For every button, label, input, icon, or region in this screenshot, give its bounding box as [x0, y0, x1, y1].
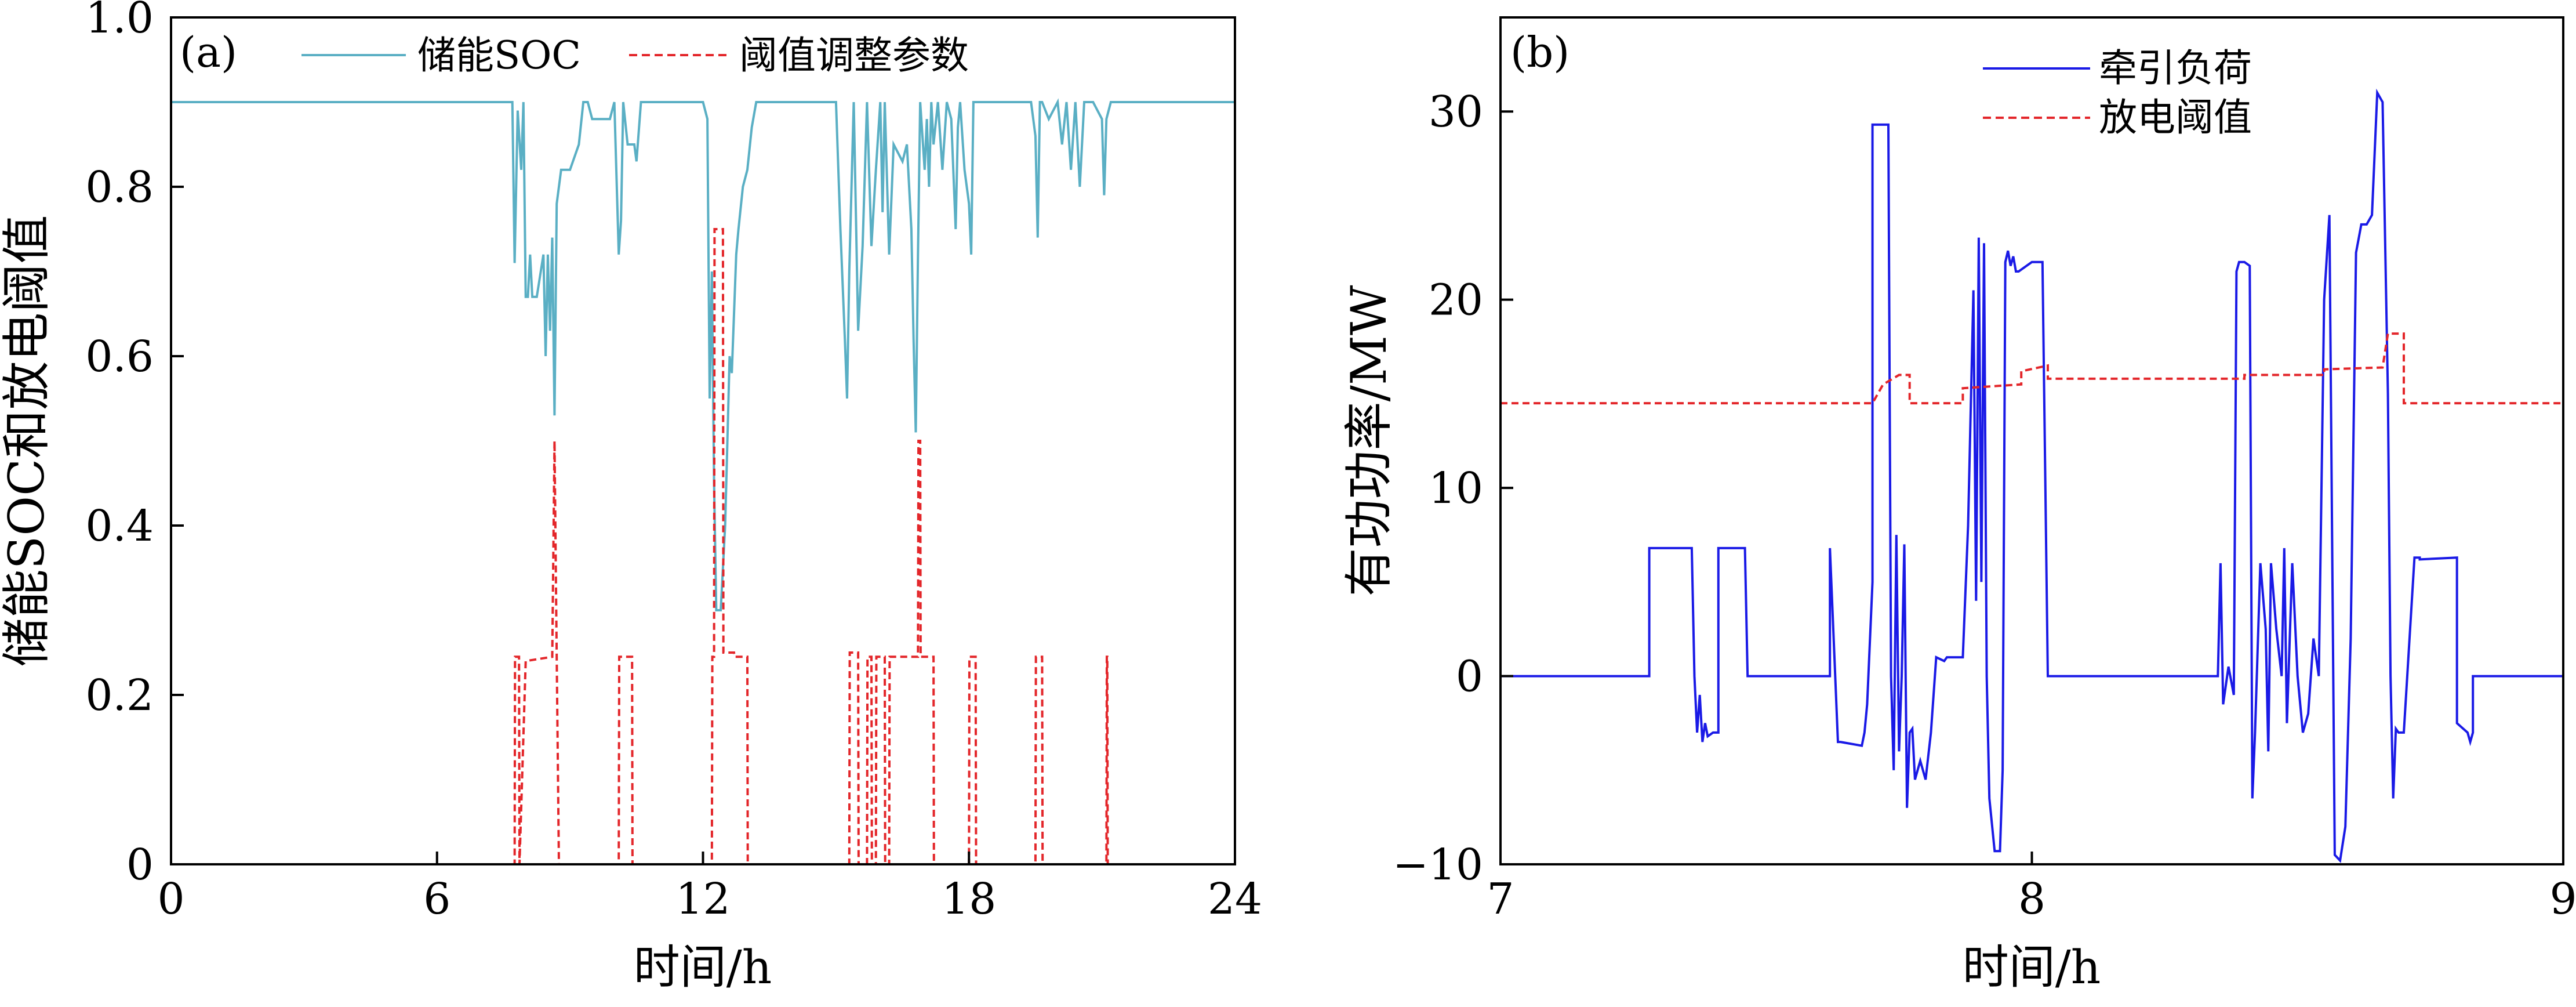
panel-a: 0 6 12 18 24 0 0.2 0.4 0.6 0.8 1.0 (a) 时间/h 储能SOC和…	[0, 0, 1262, 994]
panel-a-label: (a)	[180, 28, 237, 77]
legend-label-threshold-param: 阈值调整参数	[739, 33, 969, 78]
panel-b-frame	[1499, 16, 2564, 865]
panel-a-ylabel: 储能SOC和放电阈值	[0, 215, 55, 667]
b-xtick-label: 8	[2018, 874, 2045, 924]
panel-b-ticks: 7 8 9 −10 0 10 20 30	[1393, 87, 2576, 924]
panel-b-xlabel: 时间/h	[1963, 940, 2101, 994]
b-ytick-label: −10	[1393, 840, 1483, 890]
a-xtick-label: 18	[942, 874, 996, 924]
a-ytick-label: 0.4	[85, 501, 154, 551]
a-ytick-label: 0.2	[85, 671, 154, 720]
b-ytick-label: 10	[1429, 463, 1483, 513]
a-xtick-label: 24	[1208, 874, 1262, 924]
panel-a-lines	[171, 98, 1235, 865]
a-series-threshold-line	[171, 228, 1235, 865]
b-ytick-label: 30	[1429, 87, 1483, 137]
legend-label-load: 牵引负荷	[2099, 46, 2252, 90]
b-series-primary-line	[1500, 88, 2563, 863]
panel-b-legend: 牵引负荷 放电阈值	[1983, 46, 2252, 140]
legend-label-discharge-threshold: 放电阈值	[2099, 95, 2252, 140]
b-xtick-label: 7	[1487, 874, 1514, 924]
a-xtick-label: 6	[423, 874, 450, 924]
legend-label-soc: 储能SOC	[417, 33, 581, 78]
panel-b: 7 8 9 −10 0 10 20 30 (b) 时间/h 有功功率/MW 牵引负荷 放电阈值	[1340, 16, 2576, 994]
a-ytick-label: 0	[126, 840, 154, 890]
panel-b-ylabel: 有功功率/MW	[1340, 285, 1397, 596]
a-ytick-label: 0.6	[85, 332, 154, 382]
b-ytick-label: 20	[1429, 276, 1483, 325]
panel-a-ticks: 0 6 12 18 24 0 0.2 0.4 0.6 0.8 1.0	[85, 0, 1262, 924]
b-xtick-label: 9	[2549, 874, 2576, 924]
panel-a-frame	[170, 16, 1236, 865]
panel-b-label: (b)	[1510, 28, 1569, 77]
a-xtick-label: 0	[157, 874, 184, 924]
panel-b-lines	[1500, 88, 2563, 863]
panel-a-xlabel: 时间/h	[634, 940, 772, 994]
b-series-threshold-line	[1500, 332, 2563, 405]
a-series-primary-line	[171, 98, 1235, 611]
a-ytick-label: 0.8	[85, 162, 154, 212]
a-xtick-label: 12	[675, 874, 730, 924]
b-ytick-label: 0	[1456, 652, 1483, 702]
panel-a-legend: 储能SOC 阈值调整参数	[301, 33, 969, 78]
a-ytick-label: 1.0	[85, 0, 154, 43]
